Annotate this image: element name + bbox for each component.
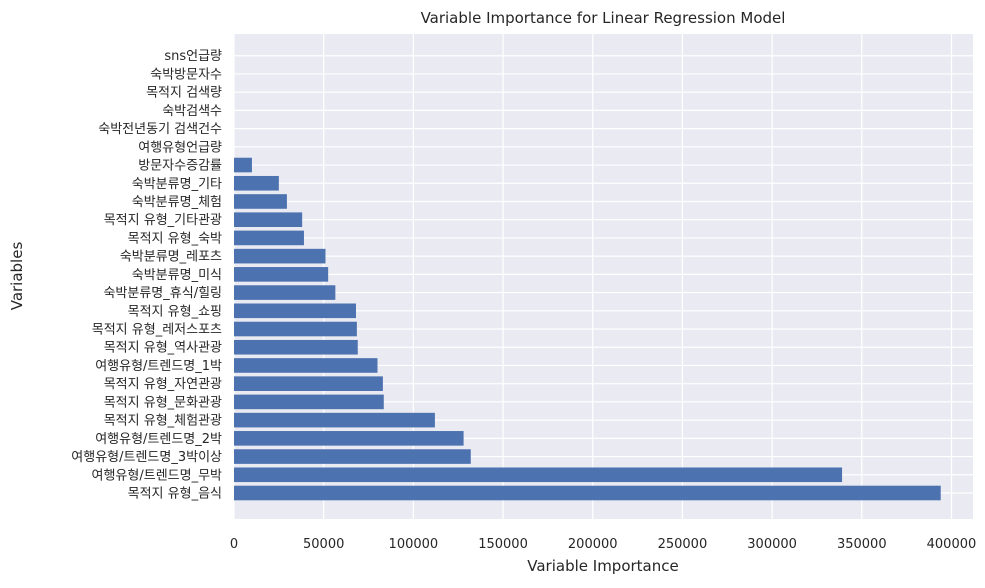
x-axis-label: Variable Importance [527, 557, 678, 575]
x-tick-label: 400000 [927, 537, 977, 552]
bar [234, 248, 326, 264]
bar [234, 321, 357, 337]
x-tick-labels: 0 50000 100000 150000 200000 250000 300000 3500… [230, 537, 976, 552]
category-label: 목적지 유형_쇼핑 [128, 304, 222, 319]
bar [234, 194, 287, 209]
category-label: 여행유형/트렌드명_2박 [95, 431, 222, 447]
category-label: 목적지 유형_자연관광 [104, 377, 222, 392]
bar [234, 285, 336, 300]
category-label: 목적지 유형_음식 [128, 487, 222, 502]
bar [234, 412, 435, 428]
x-tick-label: 200000 [568, 537, 618, 552]
bar [234, 376, 383, 391]
category-label: 목적지 유형_숙박 [128, 231, 222, 246]
bar [234, 175, 279, 191]
x-tick-label: 0 [230, 537, 238, 552]
bars [234, 157, 941, 501]
bar [234, 157, 252, 173]
category-label: 여행유형/트렌드명_3박이상 [71, 449, 222, 465]
category-label: 숙박분류명_휴식/힐링 [103, 286, 222, 301]
chart-title: Variable Importance for Linear Regressio… [421, 9, 786, 27]
category-label: 여행유형언급량 [138, 139, 222, 155]
category-label: sns언급량 [164, 49, 222, 64]
category-label: 숙박분류명_레포츠 [120, 250, 222, 265]
category-label: 여행유형/트렌드명_무박 [92, 467, 223, 483]
bar [234, 267, 329, 282]
category-label: 목적지 유형_역사관광 [104, 341, 222, 356]
category-label: 방문자수증감률 [138, 159, 222, 174]
y-axis-label: Variables [8, 242, 26, 311]
bar [234, 431, 464, 446]
x-tick-label: 300000 [747, 537, 797, 552]
category-label: 숙박분류명_체험 [132, 195, 222, 210]
category-label: 목적지 검색량 [146, 86, 222, 101]
bar [234, 358, 378, 373]
x-tick-label: 50000 [303, 537, 344, 552]
category-label: 목적지 유형_기타관광 [104, 213, 222, 228]
x-tick-label: 350000 [837, 537, 887, 552]
bar [234, 303, 356, 319]
category-label: 숙박분류명_미식 [132, 268, 222, 283]
bar [234, 467, 843, 483]
bar [234, 449, 471, 464]
category-label: 숙박전년동기 검색건수 [98, 122, 222, 137]
x-tick-label: 250000 [658, 537, 708, 552]
category-label: 목적지 유형_문화관광 [104, 395, 222, 410]
bar [234, 212, 303, 227]
x-tick-label: 100000 [389, 537, 439, 552]
category-labels: 목적지 유형_음식 여행유형/트렌드명_무박 여행유형/트렌드명_3박이상 여행유형/… [71, 49, 222, 501]
category-label: 숙박검색수 [162, 104, 222, 119]
category-label: 숙박방문자수 [150, 67, 222, 82]
bar [234, 394, 384, 410]
category-label: 목적지 유형_레저스포츠 [92, 323, 222, 338]
bar [234, 230, 304, 246]
category-label: 여행유형/트렌드명_1박 [95, 358, 222, 374]
category-label: 목적지 유형_체험관광 [104, 414, 222, 429]
x-tick-label: 150000 [478, 537, 528, 552]
category-label: 숙박분류명_기타 [132, 177, 222, 192]
bar [234, 485, 941, 501]
bar [234, 339, 358, 355]
